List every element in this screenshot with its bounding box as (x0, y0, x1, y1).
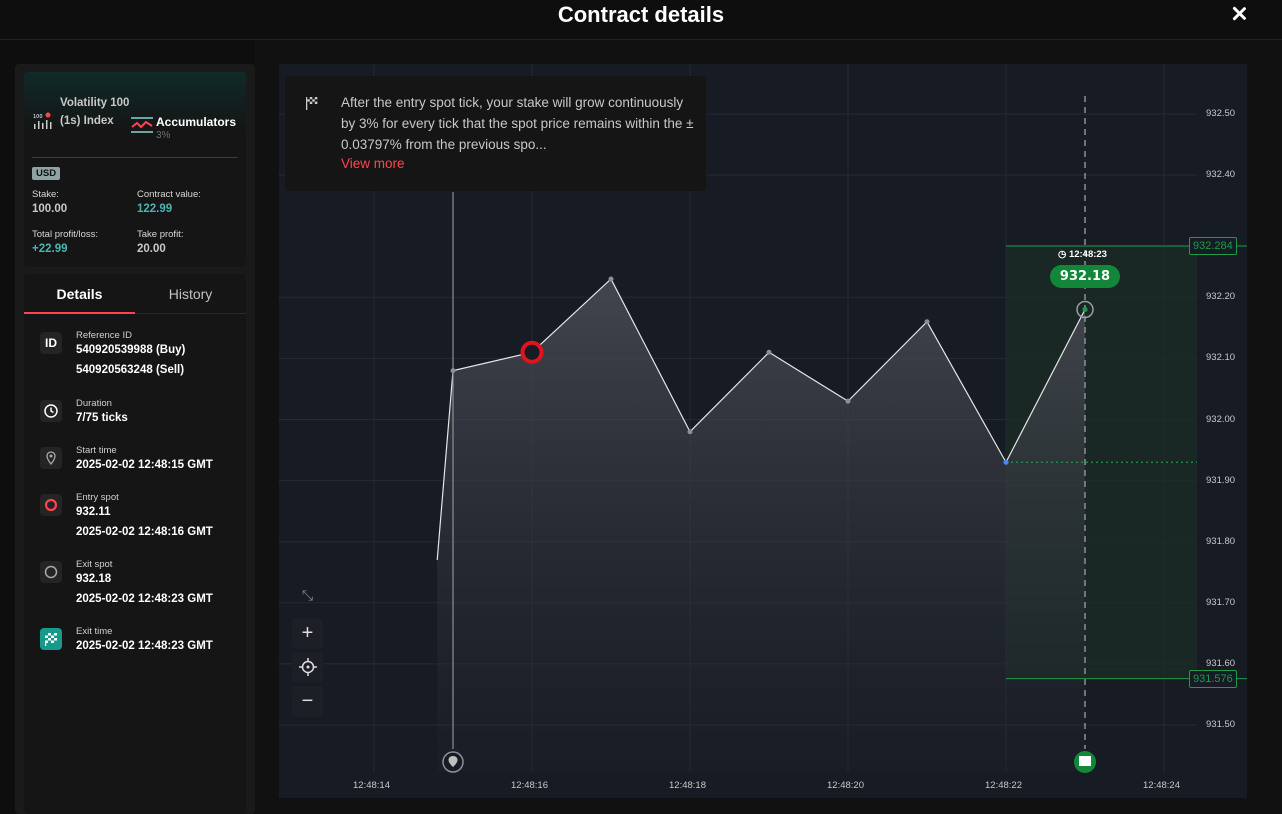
entry-spot-time: 2025-02-02 12:48:16 GMT (76, 526, 213, 538)
exit-spot-label: Exit spot (76, 559, 113, 570)
exit-spot-icon (40, 561, 62, 583)
current-time-label: ◷ 12:48:23 (1058, 249, 1107, 260)
x-tick-label: 12:48:14 (353, 780, 390, 791)
tick-point (845, 398, 851, 404)
tab-history[interactable]: History (135, 274, 246, 314)
tick-point (766, 349, 772, 355)
id-icon: ID (40, 332, 62, 354)
duration-label: Duration (76, 398, 112, 409)
close-icon[interactable] (1228, 3, 1250, 25)
stake-value: 100.00 (32, 203, 68, 215)
accumulators-icon (131, 117, 153, 133)
zoom-in-button[interactable]: + (292, 618, 323, 649)
exit-spot-point (1082, 307, 1088, 313)
start-time-value: 2025-02-02 12:48:15 GMT (76, 459, 213, 471)
total-pl-value: +22.99 (32, 243, 68, 255)
entry-spot-marker (520, 340, 544, 364)
tick-point (608, 276, 614, 282)
x-tick-label: 12:48:20 (827, 780, 864, 791)
y-tick-label: 932.40 (1206, 169, 1236, 181)
exit-spot-price: 932.18 (76, 573, 112, 585)
lower-barrier-label: 931.576 (1189, 670, 1237, 688)
x-tick-label: 12:48:16 (511, 780, 548, 791)
contract-value: 122.99 (137, 203, 173, 215)
divider (32, 157, 238, 158)
location-pin-icon (40, 447, 62, 469)
tooltip-text: After the entry spot tick, your stake wi… (341, 95, 694, 152)
modal-header: Contract details (0, 0, 1282, 40)
start-time-label: Start time (76, 445, 117, 456)
exit-spot-marker (1076, 300, 1094, 319)
chart-svg (279, 64, 1247, 773)
recenter-button[interactable] (292, 652, 323, 683)
y-tick-label: 932.50 (1206, 108, 1236, 119)
tick-point (924, 319, 930, 325)
fullscreen-exit-icon[interactable]: ⤡ (301, 587, 314, 603)
view-more-link[interactable]: View more (341, 156, 405, 171)
currency-badge: USD (32, 167, 61, 180)
entry-spot-icon (40, 494, 62, 516)
exit-time-value: 2025-02-02 12:48:23 GMT (76, 640, 213, 652)
volatility-index-icon: 100 (33, 112, 52, 129)
upper-barrier-label: 932.284 (1189, 237, 1237, 255)
price-line (436, 277, 1086, 561)
duration-value: 7/75 ticks (76, 412, 128, 424)
reference-sell: 540920563248 (Sell) (76, 364, 185, 376)
current-price-badge: 932.18 (1050, 265, 1120, 288)
contract-panel: 100 Volatility 100 (1s) Index Accumulato… (15, 64, 255, 814)
entry-spot-price: 932.11 (76, 506, 111, 518)
current-time-value: 12:48:23 (1068, 249, 1107, 260)
start-pin-icon (448, 756, 458, 767)
price-area (437, 278, 1085, 772)
flag-icon (306, 97, 318, 110)
take-profit-value: 20.00 (137, 243, 166, 255)
svg-text:100: 100 (33, 114, 43, 120)
exit-time-label: Exit time (76, 626, 113, 637)
zoom-out-button[interactable]: − (292, 686, 323, 717)
details-panel: Details History ID Reference ID 54092053… (24, 274, 246, 814)
tick-point (450, 368, 456, 374)
take-profit-label: Take profit: (137, 229, 184, 240)
reference-buy: 540920539988 (Buy) (76, 344, 186, 356)
stake-label: Stake: (32, 189, 59, 200)
trade-type: Accumulators (156, 115, 237, 129)
checkered-flag-icon (40, 628, 62, 650)
y-tick-label: 931.80 (1206, 535, 1236, 547)
x-tick-label: 12:48:22 (985, 780, 1022, 791)
clock-icon (40, 400, 62, 422)
symbol-name: Volatility 100 (1s) Index (60, 97, 130, 127)
contract-value-label: Contract value: (137, 189, 201, 200)
x-tick-label: 12:48:24 (1143, 780, 1180, 791)
y-tick-label: 931.90 (1206, 474, 1236, 486)
y-tick-label: 931.60 (1206, 657, 1236, 669)
contract-card: 100 Volatility 100 (1s) Index Accumulato… (24, 72, 246, 267)
y-tick-label: 932.20 (1206, 291, 1236, 303)
last-spot-point (1003, 459, 1009, 465)
exit-spot-time: 2025-02-02 12:48:23 GMT (76, 593, 213, 605)
entry-spot-label: Entry spot (76, 492, 119, 503)
total-pl-label: Total profit/loss: (32, 229, 98, 240)
page-title: Contract details (557, 2, 725, 27)
x-tick-label: 12:48:18 (669, 780, 706, 791)
tab-details[interactable]: Details (24, 274, 135, 314)
reference-label: Reference ID (76, 330, 132, 341)
y-tick-label: 932.00 (1206, 413, 1236, 425)
y-tick-label: 931.70 (1206, 596, 1236, 608)
growth-rate: 3% (156, 130, 171, 141)
small-clock-icon: ◷ (1058, 249, 1067, 260)
crosshair-icon (298, 658, 317, 676)
tick-point (687, 429, 693, 435)
y-tick-label: 932.10 (1206, 352, 1236, 364)
info-tooltip: After the entry spot tick, your stake wi… (285, 76, 706, 191)
y-tick-label: 931.50 (1206, 719, 1236, 730)
exit-flag-icon (1079, 756, 1091, 766)
